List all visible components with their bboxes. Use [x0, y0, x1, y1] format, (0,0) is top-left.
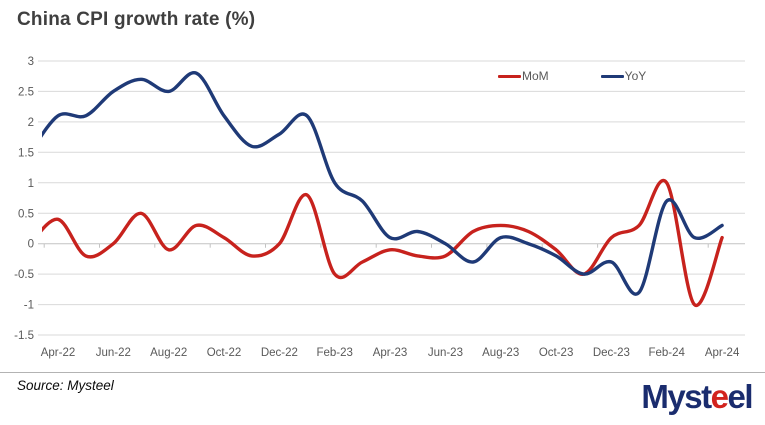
svg-text:Jun-22: Jun-22	[96, 347, 131, 359]
svg-text:-1: -1	[24, 300, 34, 312]
mysteel-logo: Mysteel	[641, 378, 753, 415]
svg-text:Aug-22: Aug-22	[150, 347, 187, 359]
svg-text:1: 1	[28, 178, 34, 190]
svg-text:Feb-24: Feb-24	[648, 347, 685, 359]
line-chart: 3 2.5 2 1.5 1 0.5 0 -0.5 -1 -1.5 Apr-22 Jun-22 Aug-2…	[14, 56, 745, 359]
svg-text:Apr-23: Apr-23	[373, 347, 408, 359]
svg-text:Dec-22: Dec-22	[261, 347, 298, 359]
svg-text:2: 2	[28, 117, 34, 129]
logo-text-accent: e	[710, 378, 729, 415]
svg-text:Apr-22: Apr-22	[41, 347, 76, 359]
svg-text:Apr-24: Apr-24	[705, 347, 740, 359]
svg-text:3: 3	[28, 56, 34, 68]
logo-text-part2: el	[727, 378, 753, 415]
footer-divider	[0, 372, 765, 373]
legend-item-yoy: YoY	[600, 69, 647, 83]
svg-text:1.5: 1.5	[18, 147, 34, 159]
svg-text:-0.5: -0.5	[14, 269, 34, 281]
svg-text:Dec-23: Dec-23	[593, 347, 630, 359]
mom-line-swatch	[498, 74, 521, 78]
legend: MoM YoY	[498, 69, 646, 83]
svg-text:Oct-22: Oct-22	[207, 347, 242, 359]
legend-item-mom: MoM	[498, 69, 549, 83]
svg-text:0.5: 0.5	[18, 208, 34, 220]
svg-text:Aug-23: Aug-23	[482, 347, 519, 359]
legend-label-yoy: YoY	[624, 69, 647, 83]
svg-text:Jun-23: Jun-23	[428, 347, 463, 359]
logo-text-part1: Myst	[641, 378, 712, 415]
svg-text:Feb-23: Feb-23	[316, 347, 352, 359]
svg-text:2.5: 2.5	[18, 86, 34, 98]
chart-title: China CPI growth rate (%)	[17, 9, 256, 30]
svg-text:0: 0	[28, 239, 34, 251]
source-note: Source: Mysteel	[17, 378, 114, 393]
svg-text:-1.5: -1.5	[14, 330, 34, 342]
legend-label-mom: MoM	[522, 69, 549, 83]
yoy-line-swatch	[600, 74, 624, 78]
svg-text:Oct-23: Oct-23	[539, 347, 574, 359]
